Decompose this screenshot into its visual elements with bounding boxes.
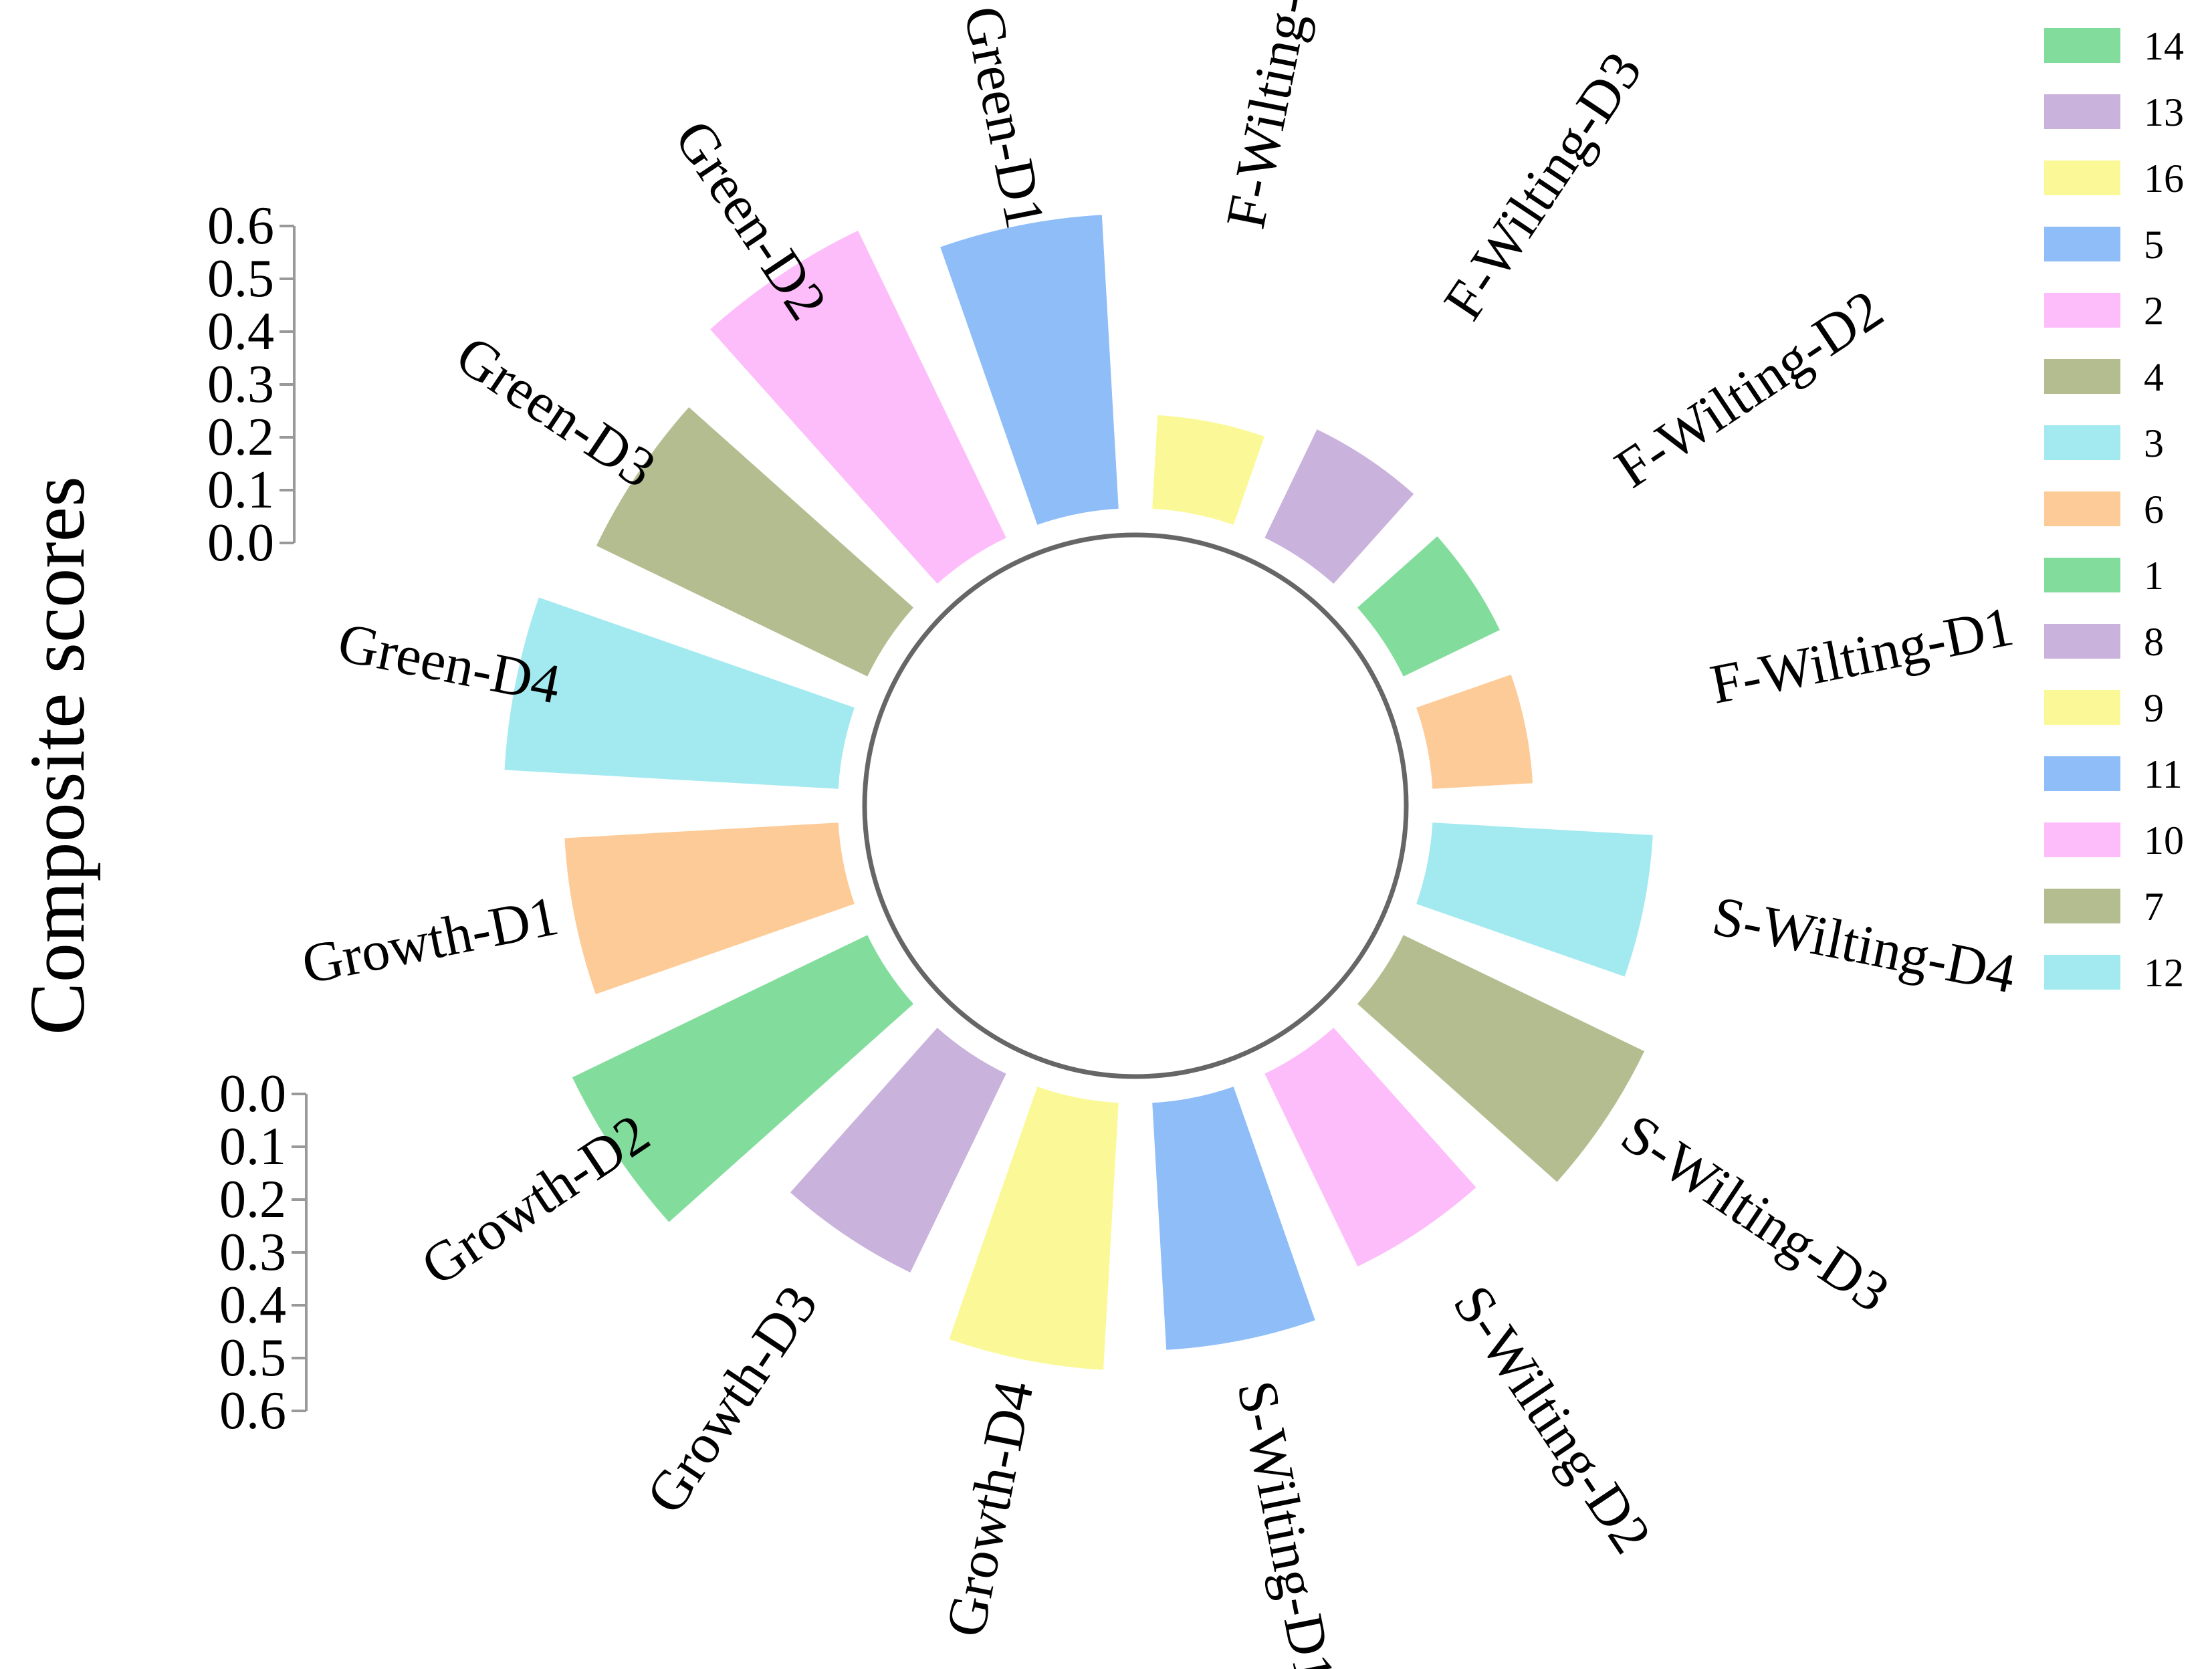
inner-circle [862,532,1409,1079]
tick-label: 0.0 [219,1065,286,1123]
legend-label-1: 1 [2144,554,2164,598]
legend-swatch-11 [2044,756,2120,791]
legend-label-10: 10 [2144,818,2184,863]
tick-label: 0.1 [207,461,274,520]
bar-s-wilting-d3 [1357,935,1645,1182]
tick-label: 0.5 [219,1329,286,1387]
legend-label-5: 5 [2144,223,2164,267]
bar-green-d2 [710,230,1006,584]
legend-label-8: 8 [2144,620,2164,664]
legend-label-12: 12 [2144,951,2184,995]
legend-swatch-14 [2044,28,2120,63]
tick-label: 0.1 [219,1117,286,1176]
legend-swatch-3 [2044,425,2120,460]
bar-s-wilting-d1 [1152,1087,1315,1350]
legend-swatch-12 [2044,955,2120,990]
legend-swatch-10 [2044,822,2120,857]
tick-label: 0.2 [207,408,274,467]
legend-label-2: 2 [2144,289,2164,333]
tick-label: 0.4 [219,1276,286,1335]
legend-swatch-9 [2044,690,2120,725]
bar-f-wilting-d3 [1264,429,1414,584]
tick-label: 0.6 [207,197,274,255]
legend-swatch-5 [2044,227,2120,261]
tick-label: 0.2 [219,1170,286,1229]
legend-label-16: 16 [2144,156,2184,201]
legend-swatch-4 [2044,359,2120,394]
tick-label: 0.5 [207,249,274,308]
bar-growth-d4 [949,1087,1119,1370]
legend-swatch-1 [2044,558,2120,592]
bar-f-wilting-d2 [1357,536,1500,677]
legend-label-9: 9 [2144,686,2164,730]
tick-label: 0.3 [219,1223,286,1282]
bar-growth-d2 [572,935,914,1222]
legend-label-13: 13 [2144,90,2184,134]
legend-label-6: 6 [2144,487,2164,532]
bar-growth-d3 [790,1027,1006,1273]
radial-scale-lower: 0.00.10.20.30.40.50.6 [219,1065,308,1440]
legend: 14 13 16 5 2 4 3 6 1 8 9 11 10 7 12 [2044,24,2184,995]
legend-swatch-13 [2044,94,2120,129]
bar-f-wilting-d1 [1416,674,1533,789]
bar-green-d4 [504,597,855,789]
legend-swatch-7 [2044,889,2120,923]
bar-s-wilting-d4 [1416,822,1653,977]
y-axis-title: Composite scores [13,476,101,1035]
legend-label-3: 3 [2144,421,2164,465]
legend-label-14: 14 [2144,24,2184,68]
legend-swatch-16 [2044,160,2120,195]
radial-scale-upper: 0.00.10.20.30.40.50.6 [207,197,296,572]
tick-label: 0.6 [219,1381,286,1440]
bar-f-wilting-d4 [1152,415,1264,525]
legend-swatch-8 [2044,624,2120,659]
legend-label-4: 4 [2144,355,2164,399]
tick-label: 0.4 [207,302,274,361]
tick-label: 0.3 [207,355,274,414]
bar-growth-d1 [564,822,855,994]
bars-group [504,215,1653,1370]
bar-s-wilting-d2 [1264,1027,1476,1267]
legend-swatch-6 [2044,491,2120,526]
legend-label-11: 11 [2144,752,2183,796]
tick-label: 0.0 [207,514,274,572]
bar-green-d3 [596,407,914,677]
legend-swatch-2 [2044,293,2120,328]
legend-label-7: 7 [2144,885,2164,929]
bar-green-d1 [940,215,1119,525]
